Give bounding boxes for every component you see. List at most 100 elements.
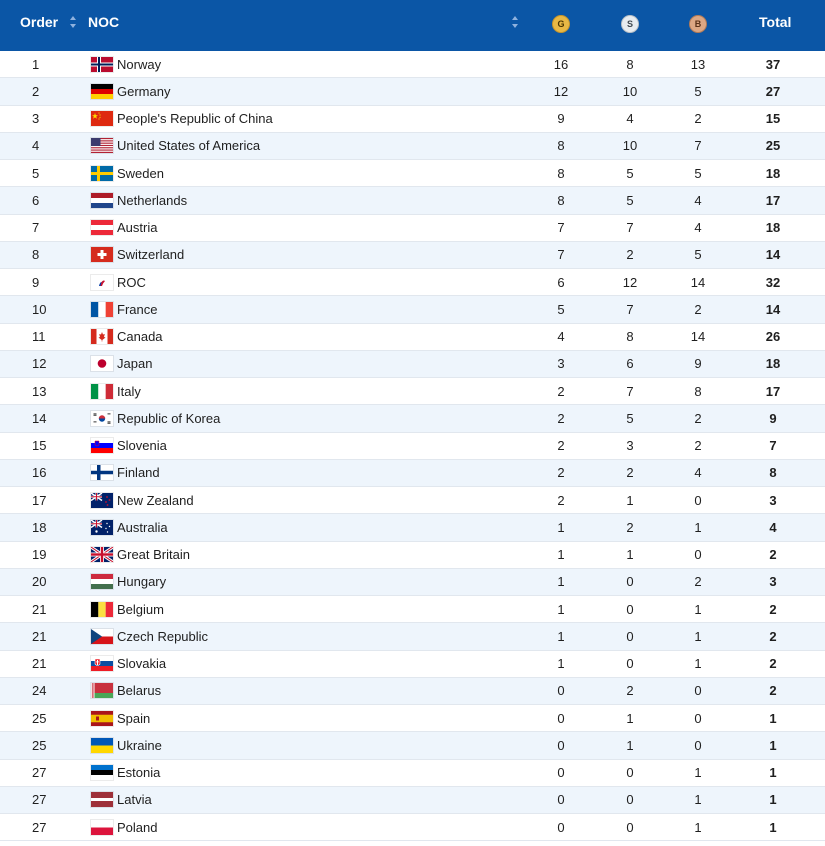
bronze-count: 5 (694, 247, 702, 263)
total-count: 26 (765, 329, 781, 345)
country-name[interactable]: Poland (117, 819, 158, 835)
table-row[interactable]: 12 Japan 3 6 9 18 (0, 350, 825, 378)
country-name[interactable]: Republic of Korea (117, 410, 221, 426)
silver-count: 2 (626, 683, 634, 699)
silver-count: 5 (626, 192, 634, 208)
table-row[interactable]: 10 France 5 7 2 14 (0, 296, 825, 324)
gold-medal-icon[interactable]: G (552, 15, 570, 33)
country-name[interactable]: Spain (117, 710, 151, 726)
country-name[interactable]: Italy (117, 383, 141, 399)
total-count: 37 (765, 56, 781, 72)
table-row[interactable]: 8 Switzerland 7 2 5 14 (0, 241, 825, 269)
table-row[interactable]: 27 Latvia 0 0 1 1 (0, 786, 825, 814)
gold-count: 2 (557, 383, 565, 399)
country-name[interactable]: Great Britain (117, 547, 190, 563)
country-name[interactable]: United States of America (117, 138, 261, 154)
slovenia-flag (91, 438, 113, 454)
table-row[interactable]: 25 Spain 0 1 0 1 (0, 705, 825, 733)
japan-flag (91, 356, 113, 372)
table-row[interactable]: 27 Estonia 0 0 1 1 (0, 759, 825, 787)
total-count: 3 (769, 574, 777, 590)
country-name[interactable]: New Zealand (117, 492, 194, 508)
country-name[interactable]: Netherlands (117, 192, 188, 208)
bronze-count: 14 (690, 274, 706, 290)
table-row[interactable]: 6 Netherlands 8 5 4 17 (0, 187, 825, 215)
table-row[interactable]: 24 Belarus 0 2 0 2 (0, 677, 825, 705)
switzerland-flag (91, 247, 113, 263)
table-row[interactable]: 5 Sweden 8 5 5 18 (0, 160, 825, 188)
silver-count: 6 (626, 356, 634, 372)
table-row[interactable]: 15 Slovenia 2 3 2 7 (0, 432, 825, 460)
sort-icon[interactable] (69, 15, 77, 29)
total-column-header[interactable]: Total (759, 14, 792, 30)
rank-cell: 21 (32, 601, 47, 617)
country-name[interactable]: Australia (117, 519, 168, 535)
table-row[interactable]: 7 Austria 7 7 4 18 (0, 214, 825, 242)
rank-cell: 1 (32, 56, 40, 72)
rank-cell: 21 (32, 656, 47, 672)
silver-count: 0 (626, 574, 634, 590)
country-name[interactable]: ROC (117, 274, 146, 290)
table-row[interactable]: 18 Australia 1 2 1 4 (0, 514, 825, 542)
table-row[interactable]: 1 Norway 16 8 13 37 (0, 51, 825, 79)
country-name[interactable]: Slovakia (117, 656, 167, 672)
table-row[interactable]: 27 Poland 0 0 1 1 (0, 814, 825, 842)
rank-cell: 8 (32, 247, 40, 263)
bronze-medal-icon[interactable]: B (689, 15, 707, 33)
bronze-count: 1 (694, 819, 702, 835)
silver-count: 10 (622, 83, 638, 99)
table-row[interactable]: 2 Germany 12 10 5 27 (0, 78, 825, 106)
country-name[interactable]: Austria (117, 220, 158, 236)
gold-count: 2 (557, 492, 565, 508)
rank-cell: 19 (32, 547, 47, 563)
table-row[interactable]: 14 Republic of Korea 2 5 2 9 (0, 405, 825, 433)
table-row[interactable]: 4 United States of America 8 10 7 25 (0, 132, 825, 160)
country-name[interactable]: Belarus (117, 683, 162, 699)
table-row[interactable]: 11 Canada 4 8 14 26 (0, 323, 825, 351)
table-row[interactable]: 3 People's Republic of China 9 4 2 15 (0, 105, 825, 133)
country-name[interactable]: Norway (117, 56, 162, 72)
usa-flag (91, 138, 113, 154)
total-count: 17 (765, 383, 781, 399)
country-name[interactable]: Belgium (117, 601, 164, 617)
country-name[interactable]: Germany (117, 83, 171, 99)
table-row[interactable]: 9 ROC 6 12 14 32 (0, 269, 825, 297)
table-row[interactable]: 21 Czech Republic 1 0 1 2 (0, 623, 825, 651)
bronze-count: 5 (694, 165, 702, 181)
country-name[interactable]: Estonia (117, 765, 161, 781)
country-name[interactable]: People's Republic of China (117, 111, 273, 127)
silver-medal-icon[interactable]: S (621, 15, 639, 33)
country-name[interactable]: Ukraine (117, 737, 162, 753)
order-column-header[interactable]: Order (20, 14, 59, 30)
table-row[interactable]: 20 Hungary 1 0 2 3 (0, 568, 825, 596)
table-row[interactable]: 19 Great Britain 1 1 0 2 (0, 541, 825, 569)
country-name[interactable]: Latvia (117, 792, 152, 808)
bronze-count: 5 (694, 83, 702, 99)
gold-count: 7 (557, 220, 565, 236)
country-name[interactable]: Hungary (117, 574, 167, 590)
total-count: 9 (769, 410, 777, 426)
bronze-count: 8 (694, 383, 702, 399)
country-name[interactable]: Japan (117, 356, 153, 372)
country-name[interactable]: Switzerland (117, 247, 185, 263)
table-row[interactable]: 17 New Zealand 2 1 0 3 (0, 487, 825, 515)
table-row[interactable]: 21 Belgium 1 0 1 2 (0, 596, 825, 624)
table-row[interactable]: 16 Finland 2 2 4 8 (0, 459, 825, 487)
country-name[interactable]: Canada (117, 329, 163, 345)
country-name[interactable]: Czech Republic (117, 628, 209, 644)
bronze-count: 2 (694, 438, 702, 454)
table-row[interactable]: 21 Slovakia 1 0 1 2 (0, 650, 825, 678)
table-row[interactable]: 13 Italy 2 7 8 17 (0, 378, 825, 406)
country-name[interactable]: Finland (117, 465, 160, 481)
silver-count: 5 (626, 410, 634, 426)
sort-icon[interactable] (511, 15, 519, 29)
country-name[interactable]: Slovenia (117, 438, 167, 454)
country-name[interactable]: Sweden (117, 165, 164, 181)
bronze-count: 1 (694, 628, 702, 644)
noc-column-header[interactable]: NOC (88, 14, 120, 30)
bronze-count: 1 (694, 792, 702, 808)
country-name[interactable]: France (117, 301, 158, 317)
gold-count: 1 (557, 547, 565, 563)
table-row[interactable]: 25 Ukraine 0 1 0 1 (0, 732, 825, 760)
total-count: 1 (769, 765, 777, 781)
